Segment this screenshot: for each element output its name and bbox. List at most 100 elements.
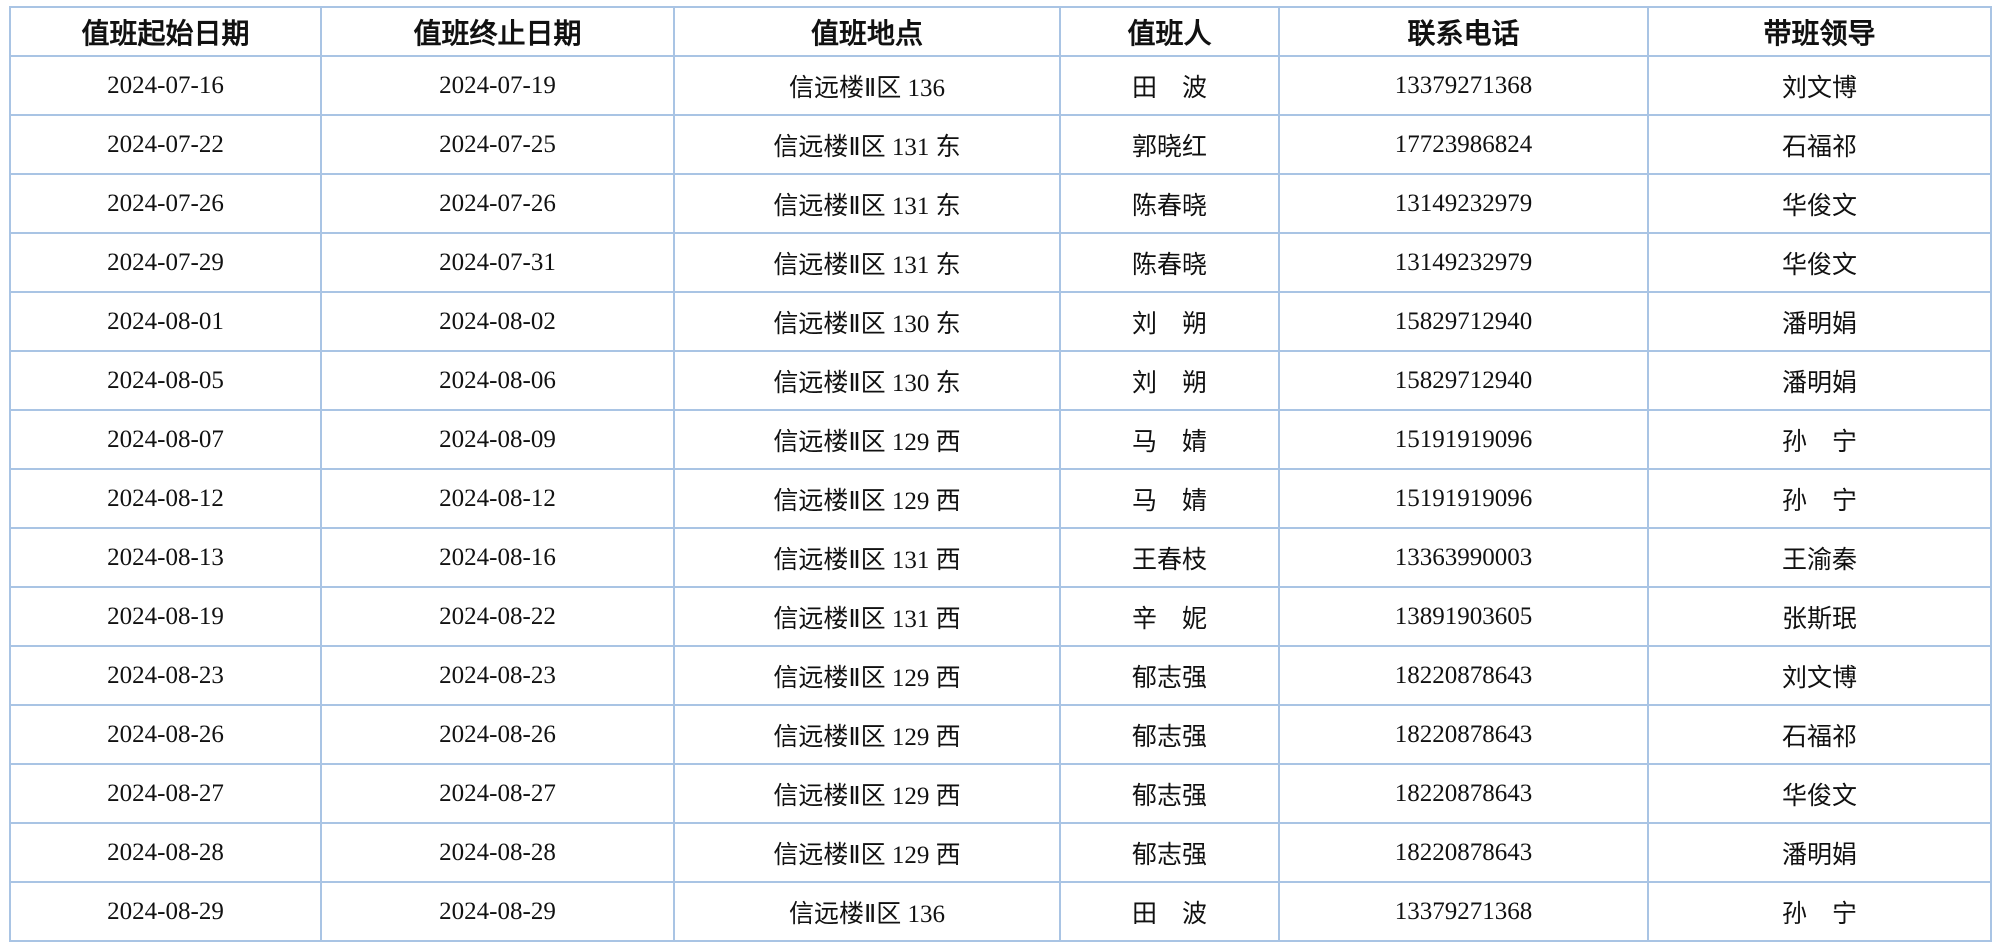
cell-duty-person: 刘 朔 bbox=[1059, 350, 1280, 411]
cell-phone: 13379271368 bbox=[1278, 881, 1649, 942]
cell-end-date: 2024-08-09 bbox=[320, 409, 675, 470]
cell-end-date: 2024-08-22 bbox=[320, 586, 675, 647]
cell-start-date: 2024-08-19 bbox=[9, 586, 322, 647]
cell-start-date: 2024-08-29 bbox=[9, 881, 322, 942]
cell-duty-person: 陈春晓 bbox=[1059, 232, 1280, 293]
cell-leader: 孙 宁 bbox=[1647, 409, 1992, 470]
cell-location: 信远楼Ⅱ区 136 bbox=[673, 55, 1061, 116]
cell-start-date: 2024-08-01 bbox=[9, 291, 322, 352]
table-row: 2024-07-16 2024-07-19 信远楼Ⅱ区 136 田 波 13379271… bbox=[9, 55, 1992, 116]
cell-duty-person: 刘 朔 bbox=[1059, 291, 1280, 352]
cell-location: 信远楼Ⅱ区 131 东 bbox=[673, 173, 1061, 234]
cell-location: 信远楼Ⅱ区 129 西 bbox=[673, 704, 1061, 765]
table-row: 2024-07-26 2024-07-26 信远楼Ⅱ区 131 东陈春晓 131492… bbox=[9, 173, 1992, 234]
header-row: 值班起始日期 值班终止日期 值班地点 值班人 联系电话 带班领导 bbox=[9, 6, 1992, 57]
header-end-date: 值班终止日期 bbox=[320, 6, 675, 57]
cell-duty-person: 王春枝 bbox=[1059, 527, 1280, 588]
cell-start-date: 2024-08-26 bbox=[9, 704, 322, 765]
cell-start-date: 2024-08-28 bbox=[9, 822, 322, 883]
cell-end-date: 2024-08-26 bbox=[320, 704, 675, 765]
cell-phone: 15829712940 bbox=[1278, 291, 1649, 352]
cell-duty-person: 郁志强 bbox=[1059, 763, 1280, 824]
cell-phone: 18220878643 bbox=[1278, 763, 1649, 824]
cell-duty-person: 郁志强 bbox=[1059, 704, 1280, 765]
cell-end-date: 2024-07-31 bbox=[320, 232, 675, 293]
cell-leader: 刘文博 bbox=[1647, 55, 1992, 116]
cell-leader: 孙 宁 bbox=[1647, 881, 1992, 942]
cell-leader: 王渝秦 bbox=[1647, 527, 1992, 588]
duty-schedule-table: 值班起始日期 值班终止日期 值班地点 值班人 联系电话 带班领导 2024-07-16 20… bbox=[9, 6, 1992, 942]
cell-phone: 15829712940 bbox=[1278, 350, 1649, 411]
cell-end-date: 2024-08-12 bbox=[320, 468, 675, 529]
cell-location: 信远楼Ⅱ区 129 西 bbox=[673, 468, 1061, 529]
cell-phone: 15191919096 bbox=[1278, 409, 1649, 470]
table-row: 2024-08-23 2024-08-23 信远楼Ⅱ区 129 西郁志强 182208… bbox=[9, 645, 1992, 706]
cell-start-date: 2024-08-27 bbox=[9, 763, 322, 824]
cell-end-date: 2024-08-28 bbox=[320, 822, 675, 883]
cell-start-date: 2024-08-07 bbox=[9, 409, 322, 470]
cell-phone: 18220878643 bbox=[1278, 704, 1649, 765]
cell-leader: 潘明娟 bbox=[1647, 291, 1992, 352]
table-row: 2024-07-29 2024-07-31 信远楼Ⅱ区 131 东陈春晓 131492… bbox=[9, 232, 1992, 293]
cell-location: 信远楼Ⅱ区 130 东 bbox=[673, 291, 1061, 352]
cell-end-date: 2024-07-25 bbox=[320, 114, 675, 175]
cell-end-date: 2024-07-19 bbox=[320, 55, 675, 116]
cell-leader: 华俊文 bbox=[1647, 173, 1992, 234]
cell-location: 信远楼Ⅱ区 130 东 bbox=[673, 350, 1061, 411]
cell-start-date: 2024-08-23 bbox=[9, 645, 322, 706]
cell-start-date: 2024-07-26 bbox=[9, 173, 322, 234]
cell-start-date: 2024-07-29 bbox=[9, 232, 322, 293]
table-row: 2024-08-01 2024-08-02 信远楼Ⅱ区 130 东刘 朔 158297… bbox=[9, 291, 1992, 352]
table-row: 2024-08-07 2024-08-09 信远楼Ⅱ区 129 西马 婧 151919… bbox=[9, 409, 1992, 470]
cell-phone: 15191919096 bbox=[1278, 468, 1649, 529]
cell-end-date: 2024-08-06 bbox=[320, 350, 675, 411]
cell-phone: 13891903605 bbox=[1278, 586, 1649, 647]
cell-end-date: 2024-07-26 bbox=[320, 173, 675, 234]
cell-location: 信远楼Ⅱ区 129 西 bbox=[673, 645, 1061, 706]
cell-leader: 张斯珉 bbox=[1647, 586, 1992, 647]
cell-leader: 华俊文 bbox=[1647, 763, 1992, 824]
table-row: 2024-08-13 2024-08-16 信远楼Ⅱ区 131 西王春枝 133639… bbox=[9, 527, 1992, 588]
cell-leader: 华俊文 bbox=[1647, 232, 1992, 293]
cell-end-date: 2024-08-02 bbox=[320, 291, 675, 352]
cell-duty-person: 陈春晓 bbox=[1059, 173, 1280, 234]
cell-leader: 石福祁 bbox=[1647, 114, 1992, 175]
cell-start-date: 2024-07-22 bbox=[9, 114, 322, 175]
cell-start-date: 2024-08-13 bbox=[9, 527, 322, 588]
cell-duty-person: 辛 妮 bbox=[1059, 586, 1280, 647]
cell-duty-person: 田 波 bbox=[1059, 881, 1280, 942]
cell-duty-person: 郭晓红 bbox=[1059, 114, 1280, 175]
table-row: 2024-08-26 2024-08-26 信远楼Ⅱ区 129 西郁志强 182208… bbox=[9, 704, 1992, 765]
table-row: 2024-08-27 2024-08-27 信远楼Ⅱ区 129 西郁志强 182208… bbox=[9, 763, 1992, 824]
cell-location: 信远楼Ⅱ区 129 西 bbox=[673, 822, 1061, 883]
cell-phone: 17723986824 bbox=[1278, 114, 1649, 175]
header-duty-person: 值班人 bbox=[1059, 6, 1280, 57]
cell-leader: 刘文博 bbox=[1647, 645, 1992, 706]
cell-location: 信远楼Ⅱ区 131 西 bbox=[673, 527, 1061, 588]
cell-phone: 18220878643 bbox=[1278, 645, 1649, 706]
cell-phone: 13379271368 bbox=[1278, 55, 1649, 116]
header-location: 值班地点 bbox=[673, 6, 1061, 57]
cell-location: 信远楼Ⅱ区 136 bbox=[673, 881, 1061, 942]
header-start-date: 值班起始日期 bbox=[9, 6, 322, 57]
table-row: 2024-08-12 2024-08-12 信远楼Ⅱ区 129 西马 婧 151919… bbox=[9, 468, 1992, 529]
cell-duty-person: 田 波 bbox=[1059, 55, 1280, 116]
cell-leader: 孙 宁 bbox=[1647, 468, 1992, 529]
table-row: 2024-08-05 2024-08-06 信远楼Ⅱ区 130 东刘 朔 158297… bbox=[9, 350, 1992, 411]
cell-phone: 18220878643 bbox=[1278, 822, 1649, 883]
cell-duty-person: 郁志强 bbox=[1059, 822, 1280, 883]
cell-leader: 潘明娟 bbox=[1647, 822, 1992, 883]
cell-duty-person: 郁志强 bbox=[1059, 645, 1280, 706]
table-row: 2024-08-29 2024-08-29 信远楼Ⅱ区 136 田 波 13379271… bbox=[9, 881, 1992, 942]
cell-start-date: 2024-07-16 bbox=[9, 55, 322, 116]
cell-location: 信远楼Ⅱ区 129 西 bbox=[673, 409, 1061, 470]
cell-end-date: 2024-08-16 bbox=[320, 527, 675, 588]
cell-phone: 13149232979 bbox=[1278, 232, 1649, 293]
cell-end-date: 2024-08-27 bbox=[320, 763, 675, 824]
cell-leader: 石福祁 bbox=[1647, 704, 1992, 765]
table-row: 2024-07-22 2024-07-25 信远楼Ⅱ区 131 东郭晓红 177239… bbox=[9, 114, 1992, 175]
table-row: 2024-08-28 2024-08-28 信远楼Ⅱ区 129 西郁志强 182208… bbox=[9, 822, 1992, 883]
cell-location: 信远楼Ⅱ区 131 东 bbox=[673, 232, 1061, 293]
cell-location: 信远楼Ⅱ区 131 西 bbox=[673, 586, 1061, 647]
cell-location: 信远楼Ⅱ区 129 西 bbox=[673, 763, 1061, 824]
